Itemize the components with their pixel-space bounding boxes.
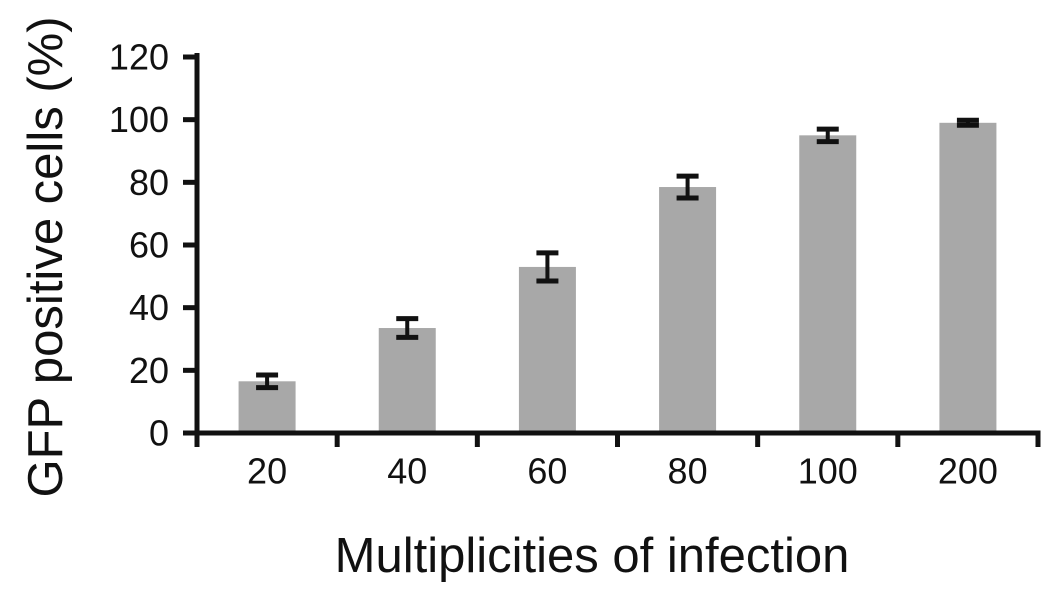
error-bars-layer [256, 117, 979, 391]
bar [799, 135, 857, 434]
y-tick-label: 100 [109, 99, 169, 140]
y-tick-label: 80 [129, 162, 169, 203]
bar [659, 187, 717, 433]
x-axis-title: Multiplicities of infection [335, 529, 850, 583]
x-tick-label: 60 [527, 451, 567, 492]
y-tick-label: 20 [129, 350, 169, 391]
bar [518, 266, 576, 433]
y-tick-label: 0 [149, 413, 169, 454]
x-tick-label: 100 [798, 451, 858, 492]
bars-layer [238, 122, 997, 434]
axes-layer [183, 53, 1041, 447]
x-tick-label: 80 [668, 451, 708, 492]
y-tick-label: 120 [109, 37, 169, 78]
x-tick-label: 20 [247, 451, 287, 492]
y-tick-label: 40 [129, 287, 169, 328]
x-tick-label: 200 [938, 451, 998, 492]
y-axis-title: GFP positive cells (%) [19, 16, 73, 497]
x-tick-label: 40 [387, 451, 427, 492]
bar [939, 122, 997, 434]
bar [378, 328, 436, 433]
tick-labels-layer: 0 20 40 60 80 100 120 20 40 60 80 100 200 [109, 37, 998, 492]
y-tick-label: 60 [129, 225, 169, 266]
